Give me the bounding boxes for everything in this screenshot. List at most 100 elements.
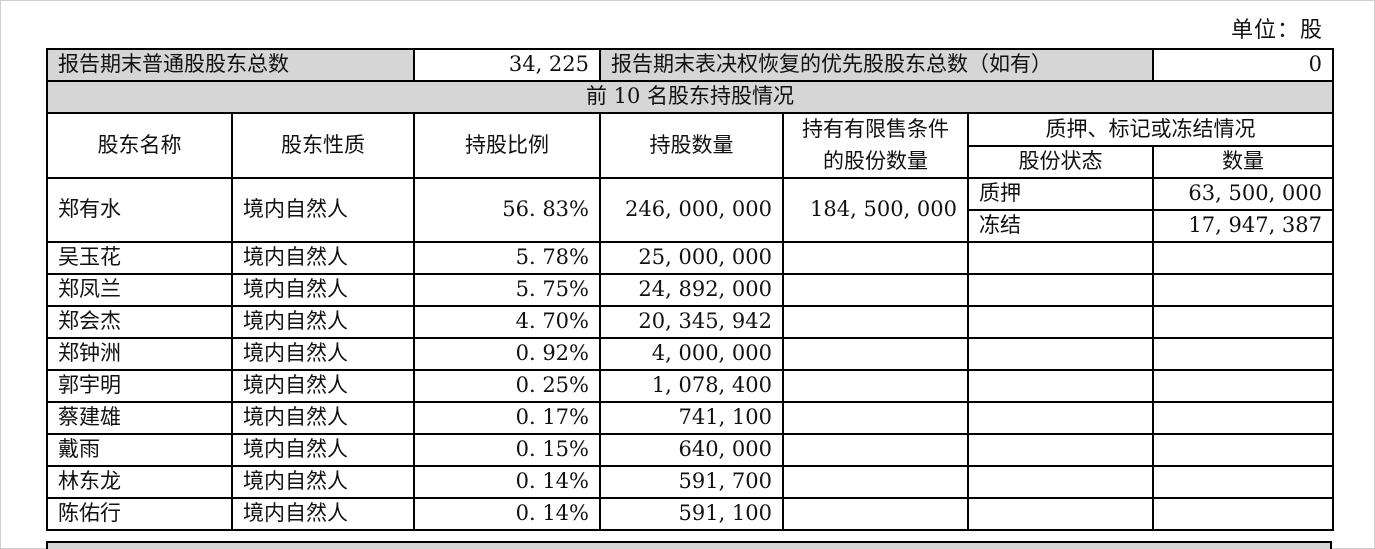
pledge-amount: 63, 500, 000 <box>1152 177 1335 211</box>
holding-ratio: 5. 78% <box>413 241 601 275</box>
restricted-quantity: 184, 500, 000 <box>782 177 969 243</box>
shareholder-name: 林东龙 <box>46 465 233 499</box>
shareholder-name: 郑会杰 <box>46 305 233 339</box>
next-section-cutoff <box>46 541 1332 549</box>
restricted-quantity <box>782 465 969 499</box>
share-status: 冻结 <box>966 209 1155 243</box>
pledge-amount <box>1152 369 1335 403</box>
shareholder-nature: 境内自然人 <box>231 337 415 371</box>
holding-ratio: 0. 25% <box>413 369 601 403</box>
share-status <box>966 465 1155 499</box>
table-row: 郭宇明 境内自然人 0. 25% 1, 078, 400 <box>46 369 1335 403</box>
pledge-amount <box>1152 465 1335 499</box>
header-share-status: 股份状态 <box>966 144 1155 179</box>
header-row-1: 股东名称 股东性质 持股比例 持股数量 持有有限售条件的股份数量 质押、标记或冻… <box>46 112 1335 179</box>
holding-ratio: 56. 83% <box>413 177 601 243</box>
preferred-holders-value: 0 <box>1152 48 1335 82</box>
holding-quantity: 591, 100 <box>599 497 784 531</box>
restricted-quantity <box>782 305 969 339</box>
restricted-quantity <box>782 369 969 403</box>
shareholder-nature: 境内自然人 <box>231 497 415 531</box>
shareholder-name: 蔡建雄 <box>46 401 233 435</box>
holding-quantity: 741, 100 <box>599 401 784 435</box>
holding-quantity: 640, 000 <box>599 433 784 467</box>
share-status <box>966 369 1155 403</box>
table-row: 吴玉花 境内自然人 5. 78% 25, 000, 000 <box>46 241 1335 275</box>
pledge-amount <box>1152 273 1335 307</box>
share-status <box>966 497 1155 531</box>
table-row: 郑会杰 境内自然人 4. 70% 20, 345, 942 <box>46 305 1335 339</box>
restricted-quantity <box>782 433 969 467</box>
restricted-quantity <box>782 273 969 307</box>
share-status <box>966 305 1155 339</box>
total-holders-value: 34, 225 <box>413 48 601 82</box>
holding-ratio: 0. 14% <box>413 497 601 531</box>
restricted-quantity <box>782 241 969 275</box>
total-holders-label: 报告期末普通股股东总数 <box>46 48 415 82</box>
header-name: 股东名称 <box>46 112 233 179</box>
section-title: 前 10 名股东持股情况 <box>45 80 1335 114</box>
holding-ratio: 0. 92% <box>413 337 601 371</box>
header-quantity: 持股数量 <box>599 112 784 179</box>
shareholder-nature: 境内自然人 <box>231 433 415 467</box>
header-row-2: 股份状态 数量 <box>47 144 1335 179</box>
shareholder-name: 郑凤兰 <box>46 273 233 307</box>
pledge-amount <box>1152 337 1335 371</box>
restricted-quantity <box>782 497 969 531</box>
shareholder-nature: 境内自然人 <box>231 465 415 499</box>
holding-quantity: 591, 700 <box>599 465 784 499</box>
shareholder-nature: 境内自然人 <box>231 273 415 307</box>
header-nature: 股东性质 <box>231 112 415 179</box>
restricted-quantity <box>782 337 969 371</box>
table-row-sub: 冻结 17, 947, 387 <box>47 209 1335 243</box>
table-row: 郑凤兰 境内自然人 5. 75% 24, 892, 000 <box>46 273 1335 307</box>
share-status <box>966 273 1155 307</box>
pledge-amount <box>1152 305 1335 339</box>
shareholder-name: 郑钟洲 <box>46 337 233 371</box>
shareholder-name: 吴玉花 <box>46 241 233 275</box>
shareholder-nature: 境内自然人 <box>231 369 415 403</box>
share-status <box>966 241 1155 275</box>
holding-ratio: 0. 15% <box>413 433 601 467</box>
pledge-amount <box>1152 241 1335 275</box>
pledge-amount <box>1152 401 1335 435</box>
holding-ratio: 0. 14% <box>413 465 601 499</box>
holding-quantity: 1, 078, 400 <box>599 369 784 403</box>
share-status <box>966 433 1155 467</box>
table-row: 郑钟洲 境内自然人 0. 92% 4, 000, 000 <box>46 337 1335 371</box>
table-row: 郑有水 境内自然人 56. 83% 246, 000, 000 184, 500, 00… <box>46 177 1335 243</box>
holding-quantity: 4, 000, 000 <box>599 337 784 371</box>
shareholder-nature: 境内自然人 <box>231 177 415 243</box>
section-title-row: 前 10 名股东持股情况 <box>45 80 1335 114</box>
summary-row: 报告期末普通股股东总数 34, 225 报告期末表决权恢复的优先股股东总数（如有… <box>46 48 1335 82</box>
pledge-amount: 17, 947, 387 <box>1152 209 1335 243</box>
table-row: 蔡建雄 境内自然人 0. 17% 741, 100 <box>46 401 1335 435</box>
shareholder-nature: 境内自然人 <box>231 241 415 275</box>
shareholder-nature: 境内自然人 <box>231 305 415 339</box>
restricted-quantity <box>782 401 969 435</box>
shareholder-nature: 境内自然人 <box>231 401 415 435</box>
share-status: 质押 <box>966 177 1155 211</box>
table-row: 陈佑行 境内自然人 0. 14% 591, 100 <box>46 497 1335 531</box>
header-amount: 数量 <box>1152 144 1335 179</box>
shareholder-rows: 郑有水 境内自然人 56. 83% 246, 000, 000 184, 500, 00… <box>46 177 1335 531</box>
holding-ratio: 4. 70% <box>413 305 601 339</box>
holding-ratio: 5. 75% <box>413 273 601 307</box>
share-status <box>966 401 1155 435</box>
preferred-holders-label: 报告期末表决权恢复的优先股股东总数（如有） <box>598 48 1155 82</box>
unit-label: 单位：股 <box>1230 18 1323 43</box>
table-row: 林东龙 境内自然人 0. 14% 591, 700 <box>46 465 1335 499</box>
holding-quantity: 24, 892, 000 <box>599 273 784 307</box>
holding-quantity: 20, 345, 942 <box>599 305 784 339</box>
holding-quantity: 246, 000, 000 <box>599 177 784 243</box>
shareholder-table: 报告期末普通股股东总数 34, 225 报告期末表决权恢复的优先股股东总数（如有… <box>45 48 1335 531</box>
header-pledge-group: 质押、标记或冻结情况 <box>966 112 1335 147</box>
pledge-amount <box>1152 497 1335 531</box>
header-ratio: 持股比例 <box>413 112 601 179</box>
table-row: 戴雨 境内自然人 0. 15% 640, 000 <box>46 433 1335 467</box>
shareholder-name: 陈佑行 <box>46 497 233 531</box>
share-status <box>966 337 1155 371</box>
header-restricted: 持有有限售条件的股份数量 <box>782 112 969 179</box>
shareholder-name: 郑有水 <box>46 177 233 243</box>
shareholder-name: 戴雨 <box>46 433 233 467</box>
